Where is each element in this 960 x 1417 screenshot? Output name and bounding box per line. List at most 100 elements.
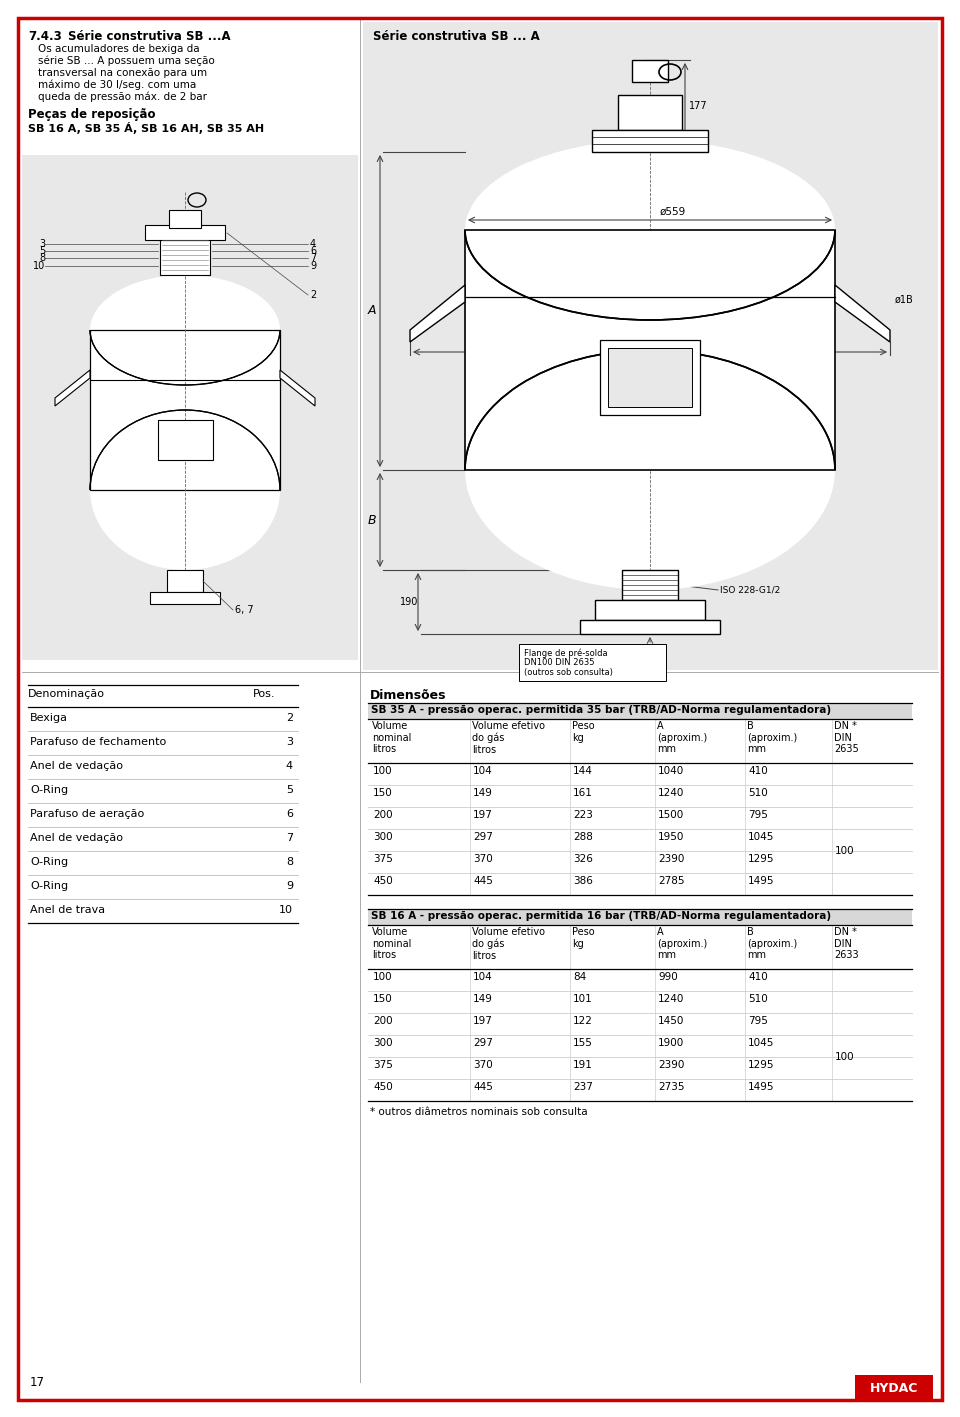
Text: (outros sob consulta): (outros sob consulta) [524,667,612,677]
FancyBboxPatch shape [145,225,225,239]
Text: transversal na conexão para um: transversal na conexão para um [38,68,207,78]
Text: B: B [368,513,376,527]
FancyBboxPatch shape [368,908,912,925]
Text: queda de pressão máx. de 2 bar: queda de pressão máx. de 2 bar [38,92,207,102]
FancyBboxPatch shape [158,419,213,461]
Text: 5: 5 [286,785,293,795]
Text: SB 35 A - pressão operac. permitida 35 bar (TRB/AD-Norma regulamentadora): SB 35 A - pressão operac. permitida 35 b… [371,706,831,716]
Text: Volume efetivo
do gás
litros: Volume efetivo do gás litros [472,927,545,961]
Text: 4: 4 [310,239,316,249]
Text: 9: 9 [310,261,316,271]
Text: Os acumuladores de bexiga da: Os acumuladores de bexiga da [38,44,200,54]
Text: 1240: 1240 [658,788,684,798]
Text: * outros diâmetros nominais sob consulta: * outros diâmetros nominais sob consulta [370,1107,588,1117]
Text: 1045: 1045 [748,832,775,842]
Text: 101: 101 [573,993,592,1005]
Text: SB 16 A - pressão operac. permitida 16 bar (TRB/AD-Norma regulamentadora): SB 16 A - pressão operac. permitida 16 b… [371,911,831,921]
Text: 297: 297 [473,1039,492,1049]
Text: A
(aproxim.)
mm: A (aproxim.) mm [657,927,708,961]
Text: Flange de pré-solda: Flange de pré-solda [524,648,608,657]
Text: ø559: ø559 [660,207,686,217]
Text: 2: 2 [310,290,316,300]
FancyBboxPatch shape [632,60,668,82]
Text: 150: 150 [373,788,393,798]
Ellipse shape [90,275,280,385]
Text: 100: 100 [835,846,854,856]
Text: 3: 3 [286,737,293,747]
FancyBboxPatch shape [368,703,912,718]
FancyBboxPatch shape [22,154,358,660]
Text: 197: 197 [473,811,492,820]
Text: Anel de vedação: Anel de vedação [30,833,123,843]
Text: 326: 326 [573,854,593,864]
Text: 297: 297 [473,832,492,842]
Text: 104: 104 [473,972,492,982]
Text: Série construtiva SB ...A: Série construtiva SB ...A [68,30,230,43]
Text: 100: 100 [835,1051,854,1061]
Text: 1295: 1295 [748,854,775,864]
Text: 10: 10 [33,261,45,271]
FancyBboxPatch shape [150,592,220,604]
Text: 149: 149 [473,788,492,798]
Text: 510: 510 [748,788,768,798]
Text: 10: 10 [279,905,293,915]
Text: Volume
nominal
litros: Volume nominal litros [372,927,412,961]
FancyBboxPatch shape [595,599,705,621]
Text: HYDAC: HYDAC [870,1382,918,1394]
Text: 410: 410 [748,972,768,982]
Text: 8: 8 [286,857,293,867]
Text: 177: 177 [689,101,708,111]
Text: Parafuso de aeração: Parafuso de aeração [30,809,144,819]
FancyBboxPatch shape [465,230,835,470]
FancyBboxPatch shape [363,23,938,670]
Text: O-Ring: O-Ring [30,857,68,867]
Polygon shape [55,370,90,407]
FancyBboxPatch shape [90,330,280,490]
Text: 795: 795 [748,1016,768,1026]
Text: máximo de 30 l/seg. com uma: máximo de 30 l/seg. com uma [38,79,196,91]
Text: 1495: 1495 [748,1083,775,1093]
Text: 104: 104 [473,767,492,777]
Text: Peso
kg: Peso kg [572,721,594,743]
Text: 375: 375 [373,1060,393,1070]
Text: ø1B: ø1B [895,295,914,305]
Text: SB 16 A, SB 35 Á, SB 16 AH, SB 35 AH: SB 16 A, SB 35 Á, SB 16 AH, SB 35 AH [28,122,264,135]
Text: 2735: 2735 [658,1083,684,1093]
Text: Volume efetivo
do gás
litros: Volume efetivo do gás litros [472,721,545,755]
Text: Série construtiva SB ... A: Série construtiva SB ... A [373,30,540,43]
Text: 144: 144 [573,767,593,777]
Text: 100: 100 [373,972,393,982]
Text: 1040: 1040 [658,767,684,777]
Text: DN100 DIN 2635: DN100 DIN 2635 [524,657,594,667]
Text: Denominação: Denominação [28,689,105,699]
Text: 445: 445 [473,876,492,886]
Text: 1295: 1295 [748,1060,775,1070]
Text: 197: 197 [473,1016,492,1026]
Text: 4: 4 [286,761,293,771]
Text: 149: 149 [473,993,492,1005]
Text: 2785: 2785 [658,876,684,886]
Text: A: A [368,305,376,317]
Text: 1950: 1950 [658,832,684,842]
Text: 300: 300 [373,1039,393,1049]
Text: 8: 8 [38,254,45,264]
Polygon shape [280,370,315,407]
FancyBboxPatch shape [622,570,678,599]
Text: B
(aproxim.)
mm: B (aproxim.) mm [747,721,797,754]
Ellipse shape [90,410,280,570]
FancyBboxPatch shape [167,570,203,592]
Text: 200: 200 [373,811,393,820]
Text: Parafuso de fechamento: Parafuso de fechamento [30,737,166,747]
Text: 445: 445 [473,1083,492,1093]
Text: B
(aproxim.)
mm: B (aproxim.) mm [747,927,797,961]
Text: Anel de vedação: Anel de vedação [30,761,123,771]
Text: 7: 7 [310,254,316,264]
FancyBboxPatch shape [600,340,700,415]
Text: 1045: 1045 [748,1039,775,1049]
Text: 370: 370 [473,854,492,864]
Text: 155: 155 [573,1039,593,1049]
Text: 9: 9 [286,881,293,891]
Text: 6, 7: 6, 7 [235,605,253,615]
Text: 122: 122 [573,1016,593,1026]
FancyBboxPatch shape [160,239,210,275]
